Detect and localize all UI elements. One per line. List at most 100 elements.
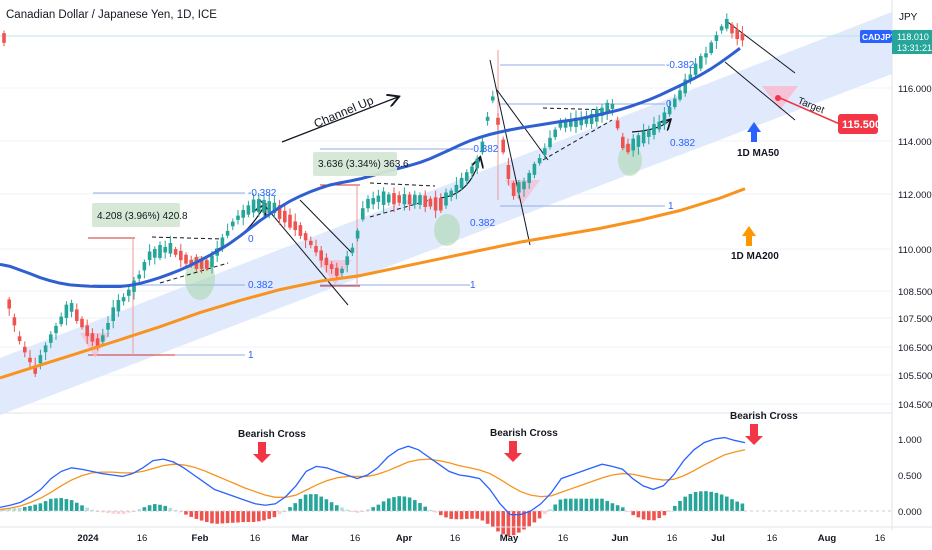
candle-body	[272, 202, 277, 214]
macd-histogram-bar	[116, 511, 121, 514]
candle-body	[376, 195, 381, 202]
candle-body	[491, 96, 495, 101]
y-tick-label: 112.000	[898, 190, 932, 201]
macd-histogram-bar	[28, 505, 32, 511]
macd-histogram-bar	[293, 503, 297, 511]
macd-histogram-bar	[215, 511, 219, 524]
x-tick-label: 16	[450, 533, 461, 544]
candle-body	[480, 141, 485, 153]
macd-histogram-bar	[392, 497, 396, 511]
candle-body	[355, 230, 360, 239]
candle-body	[532, 163, 537, 175]
candle-body	[558, 122, 563, 128]
candle-body	[418, 195, 422, 205]
candle-body	[345, 256, 349, 265]
macd-histogram-bar	[517, 511, 521, 533]
candle-body	[522, 181, 526, 190]
macd-line	[0, 436, 746, 516]
candle-body	[527, 173, 531, 183]
macd-histogram-bar	[735, 501, 739, 511]
macd-histogram-bar	[527, 511, 531, 527]
channel-up-label: Channel Up	[312, 93, 376, 131]
candle-body	[387, 194, 391, 203]
macd-histogram-bar	[189, 511, 193, 517]
last-price-text: 118.010	[897, 32, 929, 42]
macd-histogram-bar	[7, 508, 11, 511]
macd-histogram-bar	[366, 509, 370, 511]
macd-histogram-bar	[714, 492, 719, 511]
macd-histogram-bar	[501, 511, 505, 535]
macd-histogram-bar	[558, 499, 563, 511]
candle-body	[361, 208, 365, 220]
fib-label-f3-top: -0.382	[666, 60, 695, 71]
fib-label-f1-one: 1	[248, 350, 254, 361]
candle-body	[54, 325, 58, 334]
measure-label-1: 4.208 (3.96%) 420.8	[97, 211, 188, 222]
macd-histogram-bar	[537, 511, 542, 519]
candle-body	[251, 199, 256, 213]
macd-histogram-bar	[667, 510, 672, 512]
macd-histogram-bar	[475, 511, 479, 519]
macd-histogram-bar	[241, 511, 245, 523]
macd-histogram-bar	[647, 511, 651, 521]
macd-histogram-bar	[194, 511, 199, 519]
macd-histogram-bar	[683, 496, 687, 511]
x-tick-label: Jul	[711, 533, 725, 544]
candle-body	[127, 289, 131, 296]
macd-histogram-bar	[90, 509, 95, 511]
macd-histogram-bar	[657, 511, 661, 519]
ma200-callout: 1D MA200	[731, 226, 779, 262]
macd-histogram	[2, 491, 745, 537]
macd-histogram-bar	[121, 511, 126, 514]
macd-histogram-bar	[106, 511, 110, 514]
candle-body	[95, 338, 100, 347]
macd-histogram-bar	[179, 511, 183, 513]
macd-histogram-bar	[589, 498, 594, 511]
y-tick-label: 114.000	[898, 137, 932, 148]
macd-histogram-bar	[277, 511, 282, 515]
candle-body	[381, 191, 386, 205]
macd-histogram-bar	[506, 511, 511, 537]
macd-histogram-bar	[454, 511, 459, 520]
macd-histogram-bar	[626, 511, 630, 512]
candle-body	[277, 205, 282, 219]
macd-histogram-bar	[262, 511, 266, 521]
macd-histogram-bar	[563, 498, 568, 511]
macd-histogram-bar	[693, 492, 698, 511]
candle-body	[584, 117, 589, 124]
candle-body	[350, 247, 355, 253]
fib-label-f3-mid: 0.382	[670, 138, 695, 149]
symbol-tag-text: CADJPY	[862, 32, 897, 42]
macd-histogram-bar	[85, 507, 89, 511]
macd-tick-label: 0.000	[898, 507, 922, 518]
macd-histogram-bar	[111, 511, 115, 514]
fib-labels: -0.382 0 0.382 1 -0.382 0.382 1 -0.382 0…	[248, 60, 695, 361]
bearish-cross-1: Bearish Cross	[238, 429, 306, 463]
target-price-text: 115.500	[842, 119, 881, 131]
candle-body	[735, 29, 739, 40]
candle-body	[704, 53, 708, 58]
macd-histogram-bar	[600, 498, 604, 511]
candle-body	[631, 138, 635, 151]
macd-histogram-bar	[433, 511, 438, 513]
macd-histogram-bar	[631, 511, 635, 516]
fib-label-f3-one: 1	[668, 201, 674, 212]
candle-body	[329, 264, 334, 270]
candle-body	[740, 33, 745, 41]
candle-body	[621, 136, 625, 149]
y-tick-label: 107.500	[898, 314, 932, 325]
macd-histogram-bar	[371, 507, 375, 511]
candle-body	[17, 336, 22, 342]
x-tick-label: 16	[558, 533, 569, 544]
macd-histogram-bar	[548, 509, 552, 511]
macd-histogram-bar	[428, 509, 433, 511]
candle-body	[220, 237, 225, 248]
ma50-label: 1D MA50	[737, 148, 780, 159]
candle-body	[69, 303, 74, 312]
y-tick-label: 116.000	[898, 84, 932, 95]
candle-body	[121, 297, 126, 302]
macd-histogram-bar	[158, 504, 162, 511]
macd-histogram-bar	[80, 505, 84, 511]
macd-histogram-bar	[444, 511, 448, 518]
